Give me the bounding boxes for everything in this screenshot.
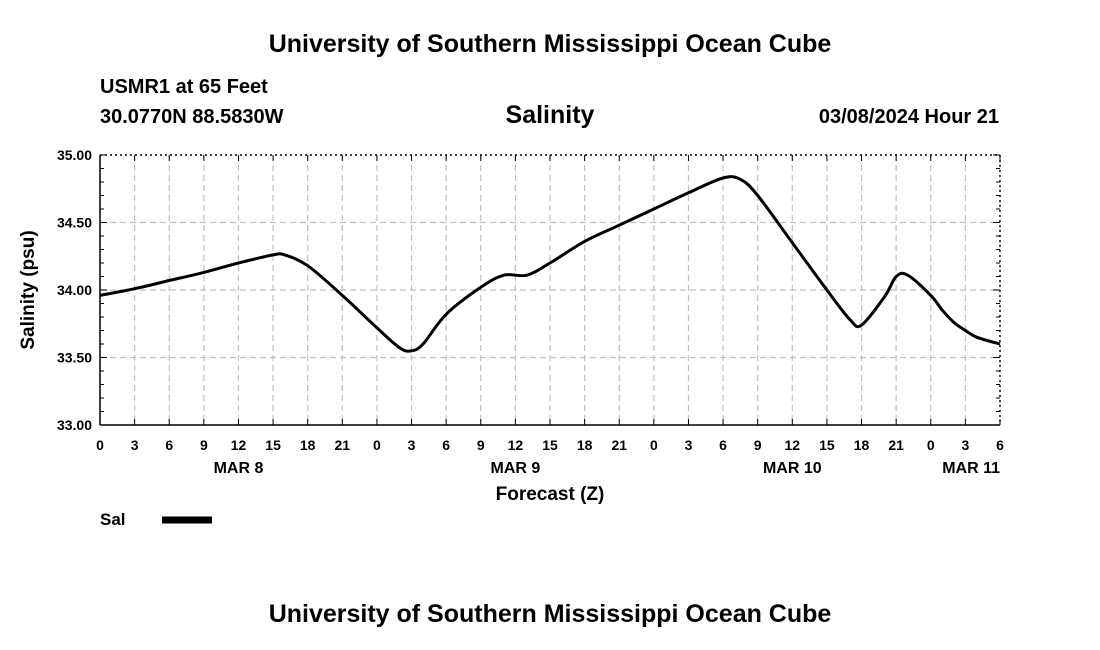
x-tick-label: 6 [165, 437, 173, 453]
x-tick-label: 18 [854, 437, 870, 453]
x-tick-label: 6 [442, 437, 450, 453]
date-label: MAR 9 [490, 460, 540, 477]
y-axis-label: Salinity (psu) [18, 230, 39, 349]
x-tick-label: 9 [200, 437, 208, 453]
x-tick-label: 12 [231, 437, 247, 453]
x-tick-label: 18 [577, 437, 593, 453]
x-tick-label: 15 [819, 437, 835, 453]
y-tick-label: 33.00 [57, 417, 92, 433]
x-tick-label: 9 [477, 437, 485, 453]
plot-frame [99, 154, 1001, 426]
x-axis-label: Forecast (Z) [496, 484, 605, 505]
x-tick-label: 0 [650, 437, 658, 453]
x-tick-label: 6 [719, 437, 727, 453]
station-label: USMR1 at 65 Feet [100, 76, 268, 98]
legend-label: Sal [100, 510, 126, 529]
x-tick-label: 12 [508, 437, 524, 453]
x-tick-label: 9 [754, 437, 762, 453]
footer-title: University of Southern Mississippi Ocean… [268, 600, 832, 628]
date-label: MAR 10 [763, 460, 822, 477]
series-layer [99, 175, 1001, 353]
y-tick-label: 34.50 [57, 215, 92, 231]
forecast-datetime: 03/08/2024 Hour 21 [818, 106, 999, 128]
x-tick-label: 12 [785, 437, 801, 453]
y-tick-label: 35.00 [57, 147, 92, 163]
y-tick-label: 33.50 [57, 350, 92, 366]
x-tick-label: 18 [300, 437, 316, 453]
x-tick-label: 21 [335, 437, 351, 453]
x-tick-label: 3 [408, 437, 416, 453]
x-tick-label: 0 [927, 437, 935, 453]
x-tick-label: 21 [611, 437, 627, 453]
x-tick-label: 15 [265, 437, 281, 453]
x-tick-label: 3 [685, 437, 693, 453]
date-label: MAR 11 [942, 460, 1000, 477]
x-tick-label: 0 [373, 437, 381, 453]
station-coordinates: 30.0770N 88.5830W [100, 106, 284, 128]
x-tick-label: 3 [961, 437, 969, 453]
grid [100, 155, 1000, 425]
x-tick-label: 0 [96, 437, 104, 453]
axis-labels: 0 3 6 9 12 15 18 21 0 3 6 9 12 15 18 21 0 3 6 9 12 15 18 21 0 3 6 3… [57, 147, 1004, 477]
date-label: MAR 8 [214, 460, 264, 477]
chart-title: Salinity [505, 101, 595, 129]
y-tick-label: 34.00 [57, 282, 92, 298]
x-tick-label: 6 [996, 437, 1004, 453]
page-title: University of Southern Mississippi Ocean… [268, 30, 832, 58]
series-line-sal [99, 175, 1001, 353]
x-tick-label: 21 [888, 437, 904, 453]
x-tick-label: 15 [542, 437, 558, 453]
x-tick-label: 3 [131, 437, 139, 453]
